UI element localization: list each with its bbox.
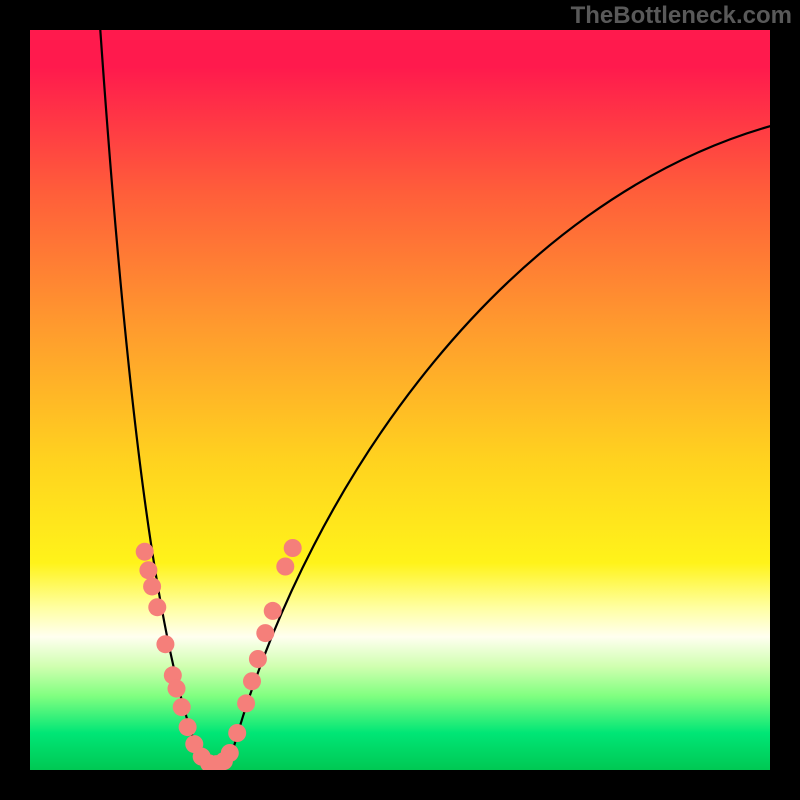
data-marker (148, 598, 166, 616)
plot-background (30, 30, 770, 770)
data-marker (156, 635, 174, 653)
data-marker (179, 718, 197, 736)
data-marker (237, 694, 255, 712)
data-marker (249, 650, 267, 668)
data-marker (243, 672, 261, 690)
watermark-text: TheBottleneck.com (571, 2, 792, 30)
data-marker (173, 698, 191, 716)
chart-container: TheBottleneck.com (0, 0, 800, 800)
data-marker (256, 624, 274, 642)
data-marker (221, 744, 239, 762)
data-marker (168, 680, 186, 698)
data-marker (139, 561, 157, 579)
data-marker (136, 543, 154, 561)
data-marker (284, 539, 302, 557)
data-marker (276, 558, 294, 576)
data-marker (228, 724, 246, 742)
data-marker (264, 602, 282, 620)
bottleneck-chart (30, 30, 770, 770)
data-marker (143, 577, 161, 595)
